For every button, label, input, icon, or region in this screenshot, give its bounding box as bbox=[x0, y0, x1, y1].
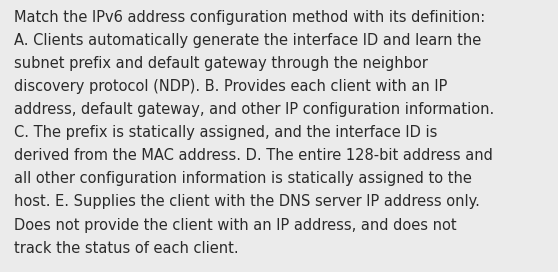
Text: all other configuration information is statically assigned to the: all other configuration information is s… bbox=[14, 171, 472, 186]
Text: Match the IPv6 address configuration method with its definition:: Match the IPv6 address configuration met… bbox=[14, 10, 485, 24]
Text: track the status of each client.: track the status of each client. bbox=[14, 241, 239, 256]
Text: Does not provide the client with an IP address, and does not: Does not provide the client with an IP a… bbox=[14, 218, 456, 233]
Text: address, default gateway, and other IP configuration information.: address, default gateway, and other IP c… bbox=[14, 102, 494, 117]
Text: discovery protocol (NDP). B. Provides each client with an IP: discovery protocol (NDP). B. Provides ea… bbox=[14, 79, 448, 94]
Text: host. E. Supplies the client with the DNS server IP address only.: host. E. Supplies the client with the DN… bbox=[14, 194, 480, 209]
Text: A. Clients automatically generate the interface ID and learn the: A. Clients automatically generate the in… bbox=[14, 33, 481, 48]
Text: subnet prefix and default gateway through the neighbor: subnet prefix and default gateway throug… bbox=[14, 56, 428, 71]
Text: derived from the MAC address. D. The entire 128-bit address and: derived from the MAC address. D. The ent… bbox=[14, 148, 493, 163]
Text: C. The prefix is statically assigned, and the interface ID is: C. The prefix is statically assigned, an… bbox=[14, 125, 437, 140]
